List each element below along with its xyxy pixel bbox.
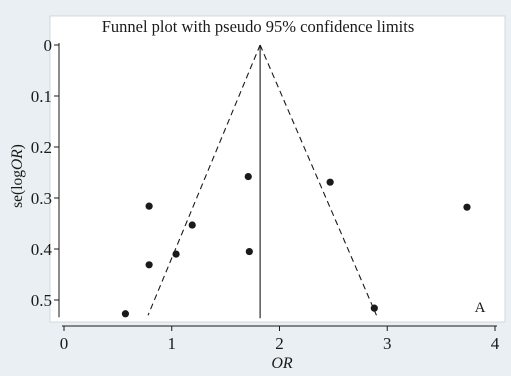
x-tick-label: 1 [168,334,177,353]
y-tick-label: 0.4 [31,240,53,259]
upper-confidence-limit [259,44,377,316]
chart-title: Funnel plot with pseudo 95% confidence l… [102,17,415,36]
y-tick-label: 0 [44,36,53,55]
study-point [121,310,130,318]
x-tick-label: 0 [60,334,69,353]
y-tick-label: 0.2 [31,138,52,157]
study-point [463,203,471,211]
study-point [370,304,378,312]
y-axis-title-italic: OR [9,149,26,170]
study-point [245,247,253,256]
lower-confidence-limit [147,44,261,316]
study-points [121,172,471,318]
study-point [326,178,334,186]
y-axis-title-suffix: ) [9,144,26,149]
confidence-limits [147,44,377,319]
x-tick-label: 4 [491,334,500,353]
study-point [244,172,252,181]
panel-label: A [475,300,486,316]
study-point [172,250,180,258]
x-tick-label: 3 [383,334,392,353]
study-point [145,261,153,269]
study-point [188,221,196,229]
study-point [145,202,153,210]
x-axis-title: OR [271,355,293,372]
y-tick-label: 0.5 [31,291,52,310]
y-axis-title: se(logOR) [9,144,26,208]
y-tick-label: 0.3 [31,189,52,208]
axes: 0 0.1 0.2 0.3 0.4 0.5 0 1 2 3 4 [31,36,500,353]
y-axis-title-prefix: se(log [9,170,26,208]
x-tick-label: 2 [275,334,284,353]
plot-area [49,15,506,323]
y-tick-label: 0.1 [31,87,52,106]
